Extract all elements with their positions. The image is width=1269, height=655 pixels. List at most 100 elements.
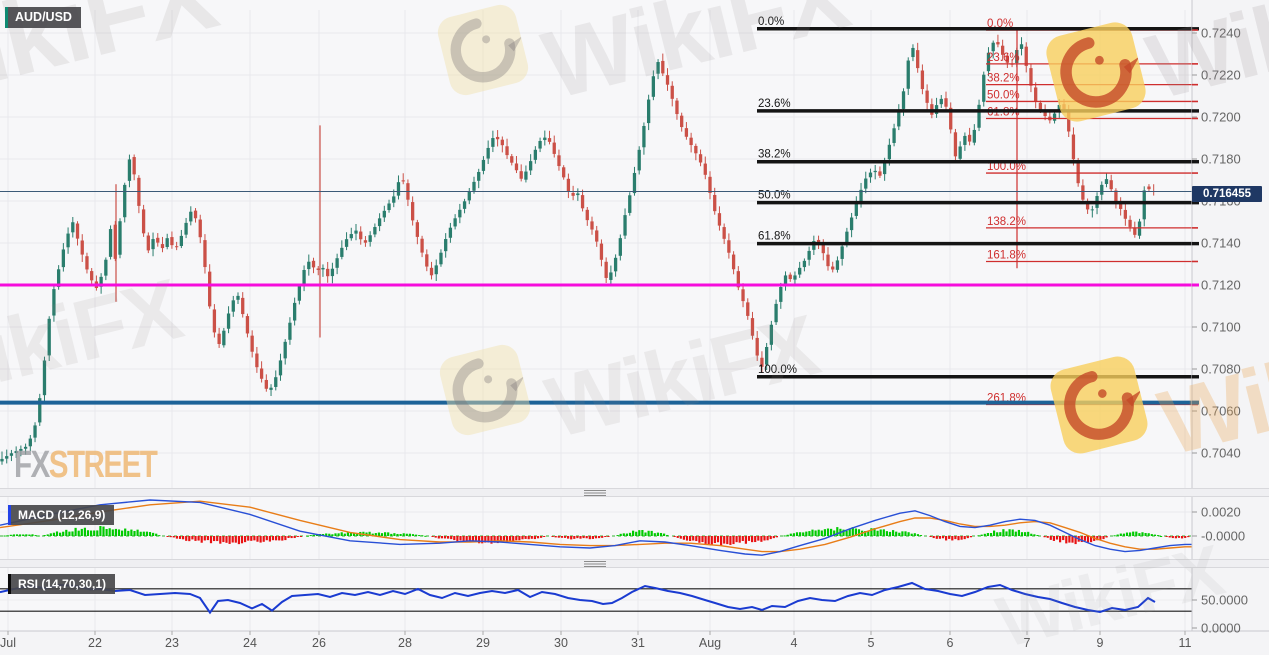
horizontal-level-lines[interactable]	[0, 190, 1192, 405]
time-axis[interactable]: Jul 22 23 24 26 28 29 30 31 Aug 4 5 6 7 9 11	[0, 631, 1192, 650]
macd-histogram-bar	[989, 533, 993, 536]
macd-histogram-bar	[265, 536, 268, 541]
candle-body	[184, 222, 188, 235]
macd-histogram-bar	[948, 536, 951, 539]
macd-histogram-bar	[200, 536, 203, 543]
macd-histogram-bar	[287, 536, 290, 538]
price-axis[interactable]: 0.72400.72200.72000.71800.71600.71400.71…	[0, 0, 1269, 636]
macd-histogram-bar	[206, 536, 209, 541]
macd-panel[interactable]	[0, 499, 1192, 556]
candle-body	[170, 237, 174, 246]
panel-divider	[0, 488, 1269, 497]
macd-histogram-bar	[34, 535, 37, 537]
macd-histogram-bar	[55, 531, 59, 536]
macd-histogram-bar	[325, 533, 328, 536]
macd-histogram-bar	[811, 529, 814, 536]
macd-histogram-bar	[194, 536, 197, 541]
macd-histogram-bar	[37, 535, 40, 537]
candle-body	[514, 163, 519, 171]
candle-body	[1000, 45, 1005, 55]
candle-body	[826, 254, 830, 267]
macd-histogram-bar	[744, 536, 747, 544]
panel-resize-handle-icon[interactable]	[584, 490, 606, 496]
macd-histogram-bar	[536, 536, 540, 539]
candle-body	[354, 230, 358, 234]
macd-histogram-bar	[795, 532, 799, 536]
macd-histogram-bar	[616, 535, 619, 537]
rsi-panel[interactable]	[0, 581, 1192, 615]
candle-body	[5, 456, 9, 459]
candle-body	[198, 219, 202, 238]
macd-histogram-bar	[62, 531, 65, 536]
macd-histogram-bar	[650, 530, 653, 536]
macd-histogram-bar	[175, 536, 178, 539]
macd-histogram-bar	[576, 536, 579, 539]
macd-histogram-bar	[560, 536, 563, 538]
macd-histogram-bar	[353, 532, 356, 536]
price-tick-label: 0.7080	[1201, 362, 1241, 377]
candle-body	[1090, 209, 1094, 211]
candle-body	[495, 136, 500, 140]
candle-body	[1071, 134, 1076, 160]
macd-histogram-bar	[19, 534, 22, 536]
macd-histogram-bar	[692, 536, 695, 541]
fib-level-label: 161.8%	[987, 249, 1026, 261]
date-tick-label: 26	[312, 636, 326, 650]
macd-histogram-bar	[380, 533, 384, 536]
price-tick-label: 0.7240	[1201, 26, 1241, 41]
price-tick-label: 0.7140	[1201, 236, 1241, 251]
fib-level-label: 38.2%	[987, 73, 1020, 85]
macd-histogram-bar	[1062, 536, 1065, 541]
macd-histogram-bar	[281, 536, 284, 541]
macd-histogram-bar	[919, 535, 923, 537]
macd-histogram-bar	[993, 530, 996, 536]
candle-body	[878, 171, 882, 176]
candle-body	[595, 230, 599, 242]
macd-histogram-bar	[418, 535, 421, 537]
candle-body	[604, 261, 608, 278]
macd-histogram-bar	[459, 536, 462, 541]
panel-resize-handle-icon[interactable]	[584, 561, 606, 567]
macd-histogram-bar	[895, 531, 898, 536]
macd-histogram-bar	[723, 536, 726, 544]
macd-histogram-bar	[786, 534, 789, 536]
macd-histogram-bar	[1055, 536, 1059, 540]
macd-histogram-bar	[59, 532, 62, 536]
fxstreet-logo: FXSTREET	[14, 444, 158, 487]
price-tick-label: 0.7100	[1201, 320, 1241, 335]
candle-body	[868, 172, 873, 178]
candle-body	[477, 171, 481, 181]
candle-body	[472, 181, 476, 191]
macd-histogram-bar	[963, 536, 966, 540]
fxstreet-logo-street: STREET	[48, 444, 158, 486]
candle-body	[269, 387, 273, 390]
candle-body	[746, 302, 750, 316]
macd-histogram-bar	[481, 536, 484, 544]
macd-histogram-bar	[1119, 533, 1122, 536]
macd-histogram-bar	[543, 536, 546, 537]
candle-body	[854, 203, 858, 216]
candle-body	[467, 191, 471, 201]
macd-histogram-bar	[704, 536, 707, 544]
macd-histogram-bar	[1083, 536, 1086, 541]
candle-body	[90, 271, 94, 281]
candle-body	[661, 60, 665, 74]
candle-body	[127, 159, 132, 181]
candle-body	[1147, 186, 1151, 190]
macd-histogram-bar	[754, 536, 757, 543]
macd-histogram-bar	[90, 530, 93, 536]
candle-body	[0, 458, 4, 462]
macd-histogram-bar	[763, 536, 766, 541]
macd-histogram-bar	[490, 536, 493, 544]
macd-histogram-bar	[22, 534, 25, 536]
candle-body	[1118, 201, 1123, 209]
macd-histogram-bar	[876, 530, 879, 536]
candle-body	[939, 98, 943, 105]
candle-body	[727, 240, 731, 253]
candle-body	[481, 159, 486, 171]
candlesticks[interactable]	[0, 34, 1156, 465]
macd-histogram-bar	[1074, 536, 1077, 545]
fib-level-label: 38.2%	[758, 149, 791, 161]
candle-body	[66, 233, 70, 248]
